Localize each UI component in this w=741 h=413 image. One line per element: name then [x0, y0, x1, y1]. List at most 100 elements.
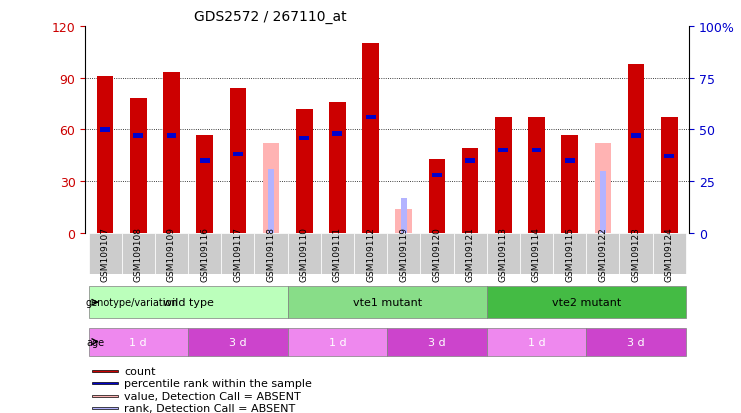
- Bar: [387, 233, 420, 275]
- Text: GSM109114: GSM109114: [532, 227, 541, 281]
- Bar: [130, 99, 147, 233]
- Bar: [631, 134, 641, 138]
- Bar: [553, 233, 586, 275]
- Bar: [365, 116, 376, 120]
- Text: 1 d: 1 d: [528, 337, 545, 347]
- Bar: [453, 233, 487, 275]
- Text: genotype/variation: genotype/variation: [86, 297, 179, 308]
- Bar: [465, 159, 475, 163]
- Bar: [268, 169, 274, 233]
- Text: vte1 mutant: vte1 mutant: [353, 297, 422, 308]
- Text: GSM109122: GSM109122: [598, 227, 608, 281]
- Bar: [329, 102, 346, 233]
- Bar: [487, 233, 520, 275]
- Bar: [600, 171, 605, 233]
- Text: GSM109118: GSM109118: [267, 227, 276, 281]
- Bar: [88, 287, 288, 318]
- Bar: [653, 233, 686, 275]
- Text: GSM109121: GSM109121: [465, 227, 475, 281]
- Bar: [155, 233, 188, 275]
- Bar: [401, 198, 407, 233]
- Bar: [661, 118, 677, 233]
- Bar: [487, 328, 586, 356]
- Text: GSM109109: GSM109109: [167, 227, 176, 281]
- Text: GSM109112: GSM109112: [366, 227, 375, 281]
- Bar: [462, 149, 479, 233]
- Text: age: age: [86, 337, 104, 347]
- Bar: [362, 44, 379, 233]
- Text: vte2 mutant: vte2 mutant: [551, 297, 621, 308]
- Bar: [495, 118, 511, 233]
- Bar: [230, 89, 246, 233]
- Bar: [188, 328, 288, 356]
- Bar: [133, 134, 143, 138]
- Bar: [288, 328, 387, 356]
- Bar: [100, 128, 110, 132]
- Bar: [428, 159, 445, 233]
- Text: GSM109124: GSM109124: [665, 227, 674, 281]
- Bar: [263, 144, 279, 233]
- Text: rank, Detection Call = ABSENT: rank, Detection Call = ABSENT: [124, 403, 296, 413]
- Bar: [92, 407, 118, 409]
- Bar: [288, 287, 487, 318]
- Text: GSM109108: GSM109108: [134, 227, 143, 281]
- Bar: [88, 233, 122, 275]
- Bar: [664, 155, 674, 159]
- Bar: [396, 209, 412, 233]
- Text: GDS2572 / 267110_at: GDS2572 / 267110_at: [194, 10, 347, 24]
- Bar: [122, 233, 155, 275]
- Bar: [163, 73, 180, 233]
- Bar: [531, 149, 542, 153]
- Bar: [199, 159, 210, 163]
- Text: wild type: wild type: [162, 297, 213, 308]
- Text: 1 d: 1 d: [130, 337, 147, 347]
- Bar: [222, 233, 254, 275]
- Text: GSM109119: GSM109119: [399, 227, 408, 281]
- Text: GSM109115: GSM109115: [565, 227, 574, 281]
- Bar: [97, 77, 113, 233]
- Text: GSM109116: GSM109116: [200, 227, 209, 281]
- Bar: [92, 370, 118, 372]
- Bar: [586, 233, 619, 275]
- Bar: [562, 135, 578, 233]
- Bar: [288, 233, 321, 275]
- Text: GSM109113: GSM109113: [499, 227, 508, 281]
- Text: GSM109117: GSM109117: [233, 227, 242, 281]
- Bar: [586, 328, 686, 356]
- Text: 1 d: 1 d: [328, 337, 346, 347]
- Bar: [420, 233, 453, 275]
- Bar: [487, 287, 686, 318]
- Bar: [333, 132, 342, 136]
- Text: GSM109111: GSM109111: [333, 227, 342, 281]
- Bar: [188, 233, 222, 275]
- Bar: [565, 159, 575, 163]
- Bar: [296, 109, 313, 233]
- Bar: [520, 233, 553, 275]
- Bar: [619, 233, 653, 275]
- Bar: [254, 233, 288, 275]
- Text: 3 d: 3 d: [627, 337, 645, 347]
- Bar: [321, 233, 354, 275]
- Text: value, Detection Call = ABSENT: value, Detection Call = ABSENT: [124, 391, 301, 401]
- Text: 3 d: 3 d: [428, 337, 446, 347]
- Bar: [299, 136, 309, 140]
- Bar: [387, 328, 487, 356]
- Bar: [628, 65, 645, 233]
- Bar: [499, 149, 508, 153]
- Bar: [196, 135, 213, 233]
- Text: 3 d: 3 d: [229, 337, 247, 347]
- Bar: [233, 153, 243, 157]
- Bar: [354, 233, 387, 275]
- Bar: [594, 144, 611, 233]
- Bar: [167, 134, 176, 138]
- Text: count: count: [124, 366, 156, 376]
- Text: GSM109107: GSM109107: [101, 227, 110, 281]
- Bar: [92, 382, 118, 384]
- Bar: [528, 118, 545, 233]
- Text: percentile rank within the sample: percentile rank within the sample: [124, 378, 312, 388]
- Text: GSM109120: GSM109120: [433, 227, 442, 281]
- Bar: [92, 395, 118, 396]
- Bar: [432, 173, 442, 178]
- Text: GSM109110: GSM109110: [299, 227, 309, 281]
- Text: GSM109123: GSM109123: [631, 227, 640, 281]
